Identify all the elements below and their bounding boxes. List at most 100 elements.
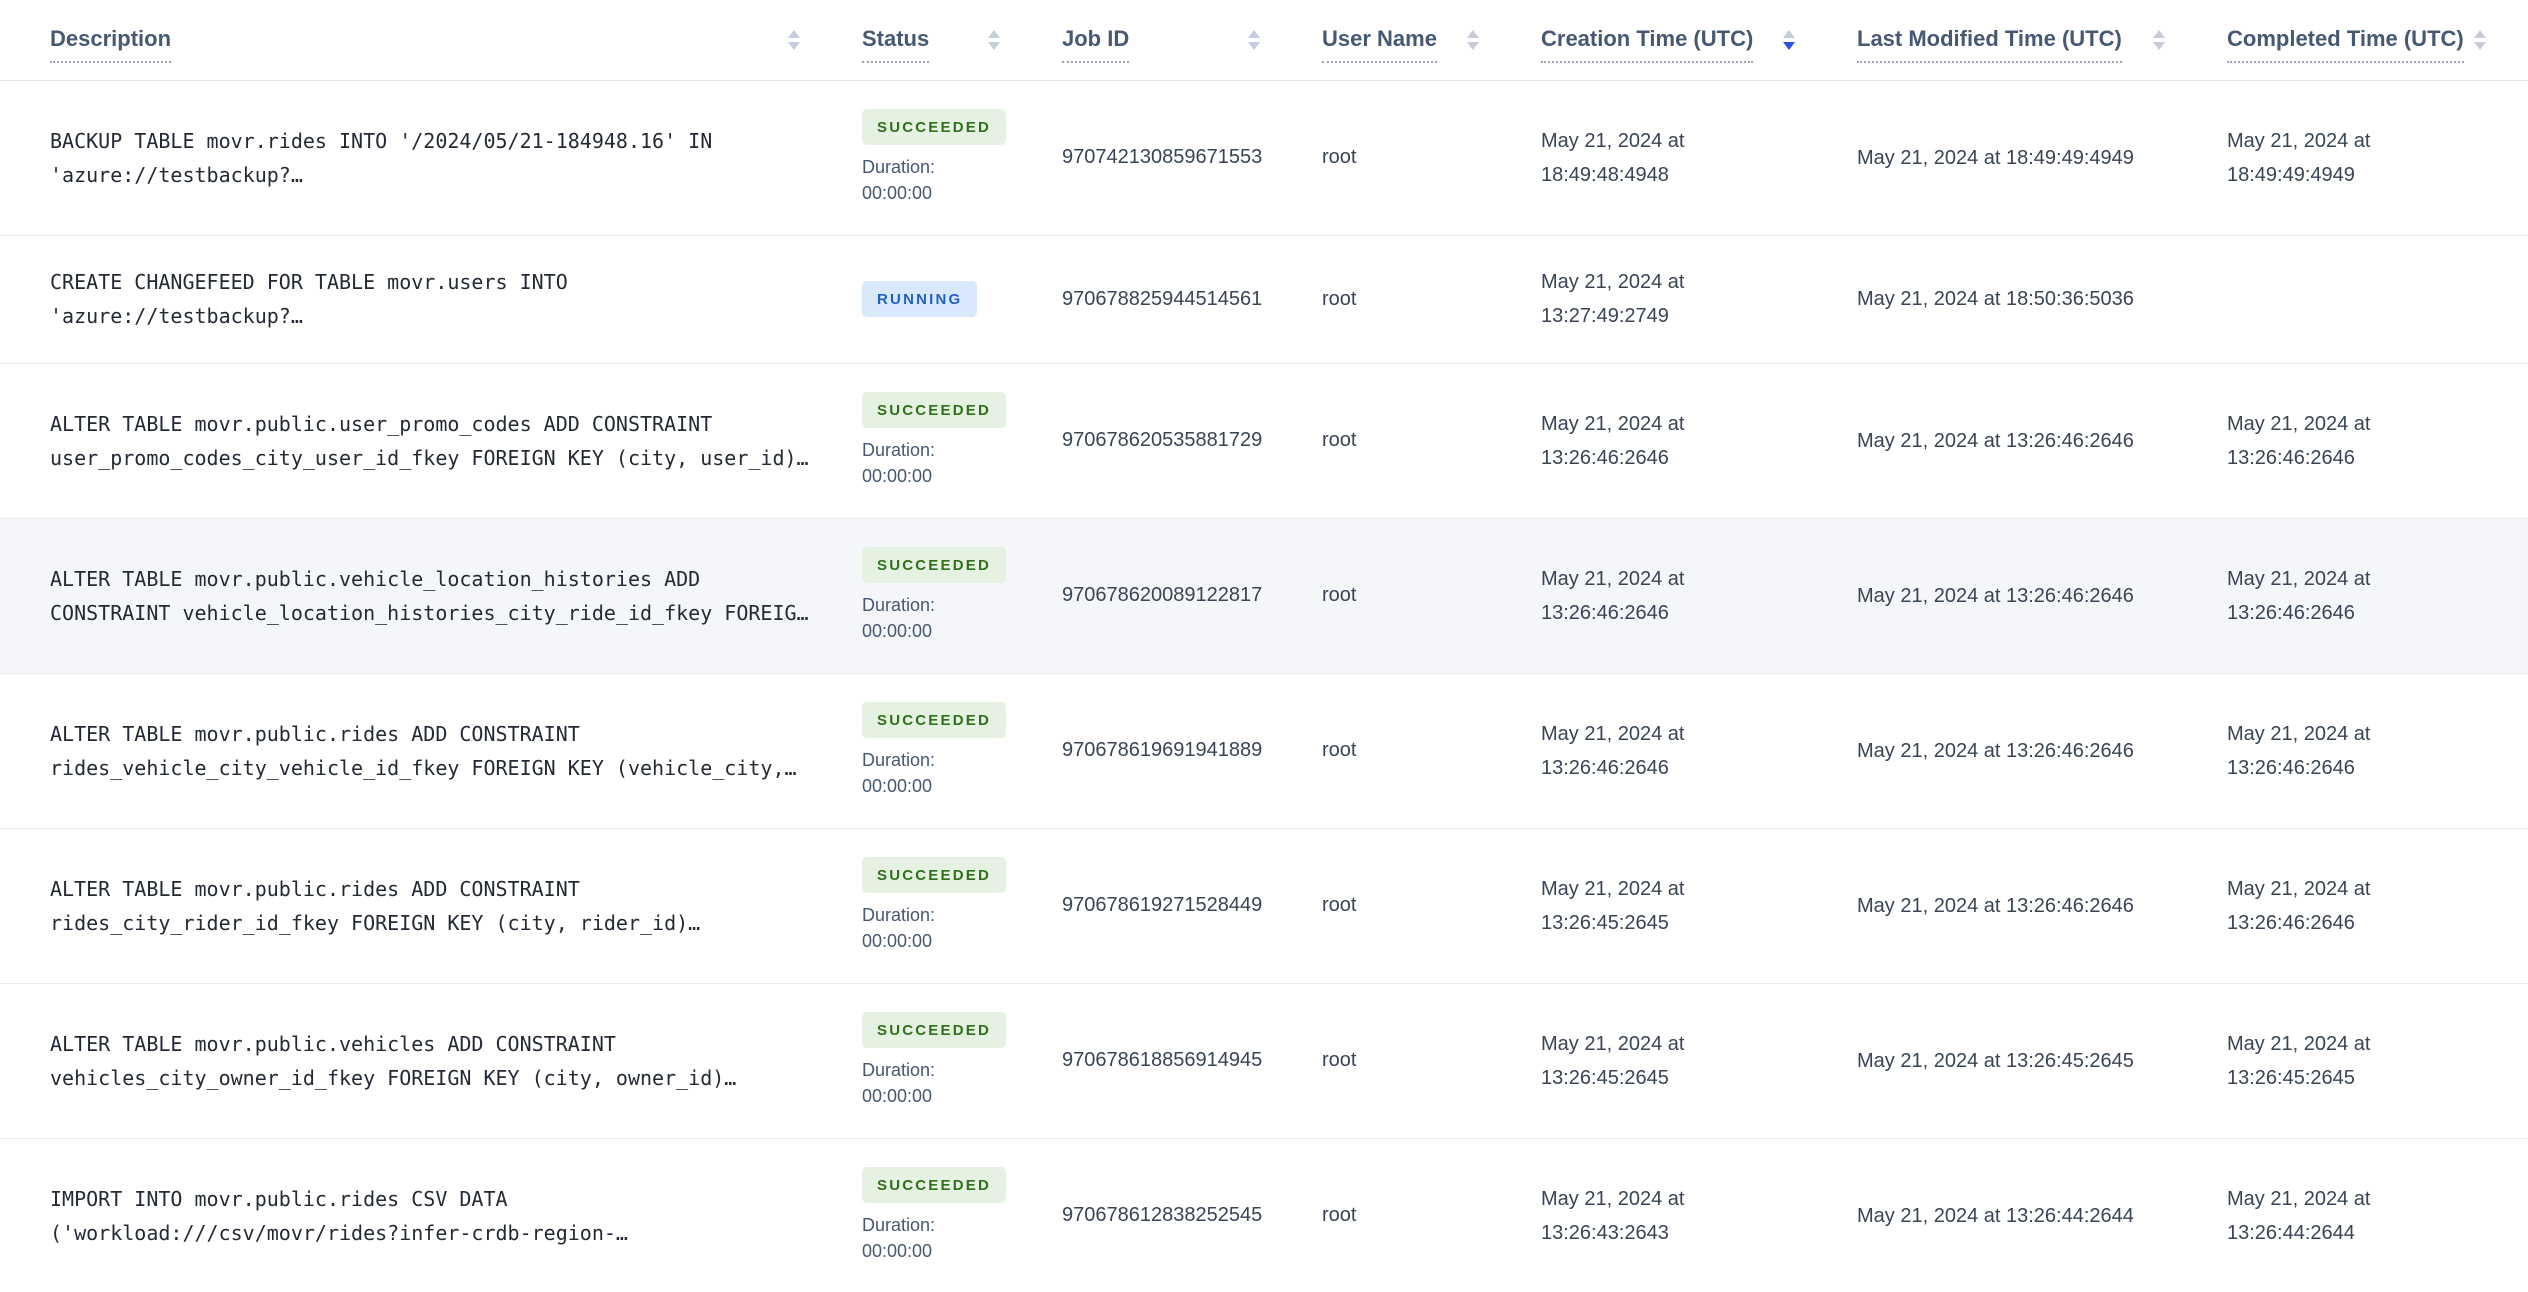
job-description-link[interactable]: BACKUP TABLE movr.rides INTO '/2024/05/2… — [50, 128, 713, 187]
job-id-cell: 970742130859671553 — [1062, 146, 1263, 168]
creation-time-cell: May 21, 2024 at 13:26:43:2643 — [1491, 1137, 1807, 1292]
duration-label: Duration: — [862, 905, 936, 925]
jobs-table-header: Description Status Job ID User Name — [0, 0, 2528, 81]
column-header-job-id[interactable]: Job ID — [1012, 0, 1272, 81]
table-row[interactable]: ALTER TABLE movr.public.vehicles ADD CON… — [0, 982, 2528, 1138]
job-id-cell: 970678618856914945 — [1012, 982, 1272, 1138]
creation-time-cell: May 21, 2024 at 13:27:49:2749 — [1491, 234, 1807, 363]
table-row[interactable]: BACKUP TABLE movr.rides INTO '/2024/05/2… — [0, 80, 2528, 235]
column-label-completed-time[interactable]: Completed Time (UTC) — [2227, 26, 2464, 63]
sort-icon[interactable] — [2473, 29, 2486, 50]
status-badge: SUCCEEDED — [862, 1167, 1006, 1204]
table-row[interactable]: ALTER TABLE movr.public.rides ADD CONSTR… — [0, 827, 2528, 983]
duration-value: 00:00:00 — [862, 1241, 933, 1262]
status-cell: SUCCEEDED Duration: 00:00:00 — [812, 827, 1012, 983]
job-duration: Duration: 00:00:00 — [862, 1212, 1002, 1264]
job-duration: Duration: 00:00:00 — [862, 592, 1002, 644]
creation-time-cell: May 21, 2024 at 18:49:48:4948 — [1541, 129, 1685, 186]
sort-icon-active-desc[interactable] — [1783, 29, 1795, 50]
column-label-description[interactable]: Description — [50, 26, 172, 63]
last-modified-time-cell: May 21, 2024 at 13:26:46:2646 — [1807, 672, 2177, 828]
duration-value: 00:00:00 — [862, 183, 933, 203]
job-id-cell: 970678619691941889 — [1012, 672, 1272, 828]
user-name-cell: root — [1272, 672, 1491, 828]
duration-value: 00:00:00 — [862, 466, 933, 486]
job-duration: Duration: 00:00:00 — [862, 437, 1002, 489]
job-description-link[interactable]: CREATE CHANGEFEED FOR TABLE movr.users I… — [50, 270, 568, 328]
job-description-link[interactable]: ALTER TABLE movr.public.vehicles ADD CON… — [50, 1031, 737, 1090]
user-name-cell: root — [1272, 827, 1491, 983]
duration-label: Duration: — [862, 157, 936, 177]
creation-time-cell: May 21, 2024 at 13:26:46:2646 — [1491, 517, 1807, 673]
creation-time-cell: May 21, 2024 at 13:26:45:2645 — [1491, 827, 1807, 983]
job-id-cell: 970678620089122817 — [1012, 517, 1272, 673]
completed-time-cell: May 21, 2024 at 13:26:46:2646 — [2177, 672, 2528, 828]
sort-icon[interactable] — [2153, 29, 2165, 50]
table-row[interactable]: ALTER TABLE movr.public.rides ADD CONSTR… — [0, 672, 2528, 828]
sort-icon[interactable] — [1467, 29, 1479, 50]
duration-value: 00:00:00 — [862, 776, 933, 796]
status-badge: SUCCEEDED — [862, 109, 1006, 145]
duration-label: Duration: — [862, 595, 936, 615]
job-description-link[interactable]: ALTER TABLE movr.public.vehicle_location… — [50, 566, 809, 625]
sort-icon[interactable] — [788, 29, 800, 50]
status-badge: RUNNING — [862, 281, 978, 317]
creation-time-cell: May 21, 2024 at 13:26:46:2646 — [1491, 672, 1807, 828]
duration-label: Duration: — [862, 1215, 936, 1236]
creation-time-cell: May 21, 2024 at 13:26:46:2646 — [1491, 362, 1807, 518]
status-cell: SUCCEEDED Duration: 00:00:00 — [812, 672, 1012, 828]
last-modified-time-cell: May 21, 2024 at 13:26:44:2644 — [1807, 1137, 2177, 1292]
column-header-status[interactable]: Status — [812, 0, 1012, 81]
user-name-cell: root — [1272, 982, 1491, 1138]
last-modified-time-cell: May 21, 2024 at 13:26:46:2646 — [1807, 517, 2177, 673]
job-id-cell: 970678612838252545 — [1012, 1137, 1272, 1292]
column-label-status[interactable]: Status — [862, 26, 930, 63]
status-badge: SUCCEEDED — [862, 547, 1006, 583]
completed-time-cell: May 21, 2024 at 13:26:45:2645 — [2177, 982, 2528, 1138]
sort-icon[interactable] — [1248, 29, 1260, 50]
user-name-cell: root — [1322, 146, 1357, 168]
status-badge: SUCCEEDED — [862, 392, 1006, 428]
user-name-cell: root — [1272, 234, 1491, 363]
column-label-job-id[interactable]: Job ID — [1062, 26, 1130, 63]
column-header-completed-time[interactable]: Completed Time (UTC) — [2177, 0, 2528, 81]
table-row[interactable]: CREATE CHANGEFEED FOR TABLE movr.users I… — [0, 234, 2528, 363]
jobs-table-body: BACKUP TABLE movr.rides INTO '/2024/05/2… — [0, 80, 2528, 1292]
job-description-link[interactable]: ALTER TABLE movr.public.rides ADD CONSTR… — [50, 876, 701, 935]
status-cell: SUCCEEDED Duration: 00:00:00 — [812, 1137, 1012, 1292]
completed-time-cell: May 21, 2024 at 18:49:49:4949 — [2227, 129, 2371, 186]
job-id-cell: 970678620535881729 — [1012, 362, 1272, 518]
sort-icon[interactable] — [988, 29, 1000, 50]
column-label-creation-time[interactable]: Creation Time (UTC) — [1541, 26, 1754, 63]
status-badge: SUCCEEDED — [862, 702, 1006, 738]
column-header-last-modified-time[interactable]: Last Modified Time (UTC) — [1807, 0, 2177, 81]
job-description-link[interactable]: IMPORT INTO movr.public.rides CSV DATA (… — [50, 1186, 628, 1245]
user-name-cell: root — [1272, 517, 1491, 673]
table-row[interactable]: ALTER TABLE movr.public.user_promo_codes… — [0, 362, 2528, 518]
creation-time-cell: May 21, 2024 at 13:26:45:2645 — [1491, 982, 1807, 1138]
user-name-cell: root — [1272, 1137, 1491, 1292]
job-duration: Duration: 00:00:00 — [862, 747, 1002, 799]
column-header-user-name[interactable]: User Name — [1272, 0, 1491, 81]
column-label-last-modified-time[interactable]: Last Modified Time (UTC) — [1857, 26, 2122, 63]
column-label-user-name[interactable]: User Name — [1322, 26, 1437, 63]
duration-label: Duration: — [862, 750, 936, 770]
column-header-creation-time[interactable]: Creation Time (UTC) — [1491, 0, 1807, 81]
last-modified-time-cell: May 21, 2024 at 18:50:36:5036 — [1807, 234, 2177, 363]
job-duration: Duration: 00:00:00 — [862, 1057, 1002, 1109]
completed-time-cell: May 21, 2024 at 13:26:46:2646 — [2177, 827, 2528, 983]
table-row[interactable]: IMPORT INTO movr.public.rides CSV DATA (… — [0, 1137, 2528, 1292]
job-duration: Duration: 00:00:00 — [862, 902, 1002, 954]
job-id-cell: 970678619271528449 — [1012, 827, 1272, 983]
duration-label: Duration: — [862, 440, 936, 460]
duration-value: 00:00:00 — [862, 1086, 933, 1106]
duration-label: Duration: — [862, 1060, 936, 1080]
completed-time-cell: May 21, 2024 at 13:26:46:2646 — [2177, 517, 2528, 673]
job-id-cell: 970678825944514561 — [1012, 234, 1272, 363]
job-description-link[interactable]: ALTER TABLE movr.public.user_promo_codes… — [50, 411, 809, 470]
column-header-description[interactable]: Description — [0, 0, 812, 81]
table-row[interactable]: ALTER TABLE movr.public.vehicle_location… — [0, 517, 2528, 673]
duration-value: 00:00:00 — [862, 931, 933, 951]
job-description-link[interactable]: ALTER TABLE movr.public.rides ADD CONSTR… — [50, 721, 797, 780]
